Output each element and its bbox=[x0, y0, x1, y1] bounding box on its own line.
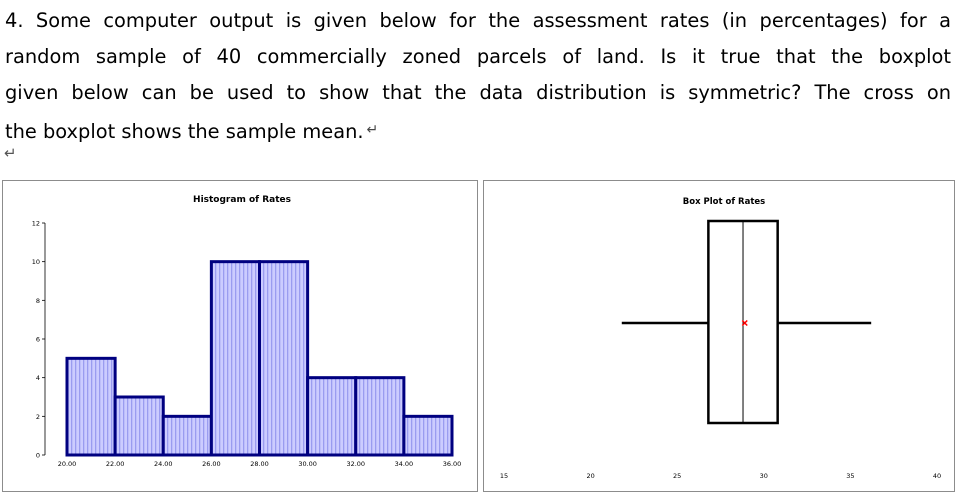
histogram-bar bbox=[354, 376, 406, 457]
x-tick-label: 35 bbox=[846, 472, 854, 480]
x-tick-label: 25 bbox=[673, 472, 681, 480]
y-tick-label: 0 bbox=[36, 452, 40, 460]
x-tick-label: 30 bbox=[760, 472, 768, 480]
y-tick-label: 6 bbox=[36, 336, 40, 344]
y-tick-label: 4 bbox=[36, 374, 40, 382]
question-line-last: the boxplot shows the sample mean. ↵ bbox=[5, 112, 951, 150]
question-line: random sample of 40 commercially zoned p… bbox=[5, 45, 951, 69]
x-tick-label: 36.00 bbox=[443, 460, 462, 468]
boxplot-svg: Box Plot of Rates 15 20 25 30 35 40 bbox=[500, 197, 941, 480]
x-tick-label: 30.00 bbox=[298, 460, 317, 468]
histogram-bar bbox=[161, 414, 213, 457]
x-tick-label: 26.00 bbox=[202, 460, 221, 468]
y-tick-label: 10 bbox=[32, 258, 40, 266]
y-tick-label: 12 bbox=[32, 220, 40, 228]
boxplot-chart: Box Plot of Rates 15 20 25 30 35 40 bbox=[483, 180, 955, 492]
x-tick-label: 40 bbox=[933, 472, 941, 480]
question-text: 4. Some computer output is given below f… bbox=[5, 3, 951, 150]
histogram-bar bbox=[258, 260, 310, 457]
histogram-bar bbox=[402, 414, 454, 457]
histogram-bar bbox=[113, 395, 165, 457]
empty-paragraph-return-mark-icon: ↵ bbox=[4, 144, 17, 162]
x-tick-label: 28.00 bbox=[250, 460, 269, 468]
y-tick-label: 2 bbox=[36, 413, 40, 421]
question-line: the boxplot shows the sample mean. bbox=[5, 119, 364, 143]
question-line: given below can be used to show that the… bbox=[5, 81, 951, 105]
x-tick-label: 20.00 bbox=[58, 460, 77, 468]
histogram-svg: Histogram of Rates 0 2 4 6 8 10 12 20.00 22.00 24… bbox=[32, 195, 462, 468]
x-tick-label: 24.00 bbox=[154, 460, 173, 468]
histogram-bar bbox=[209, 260, 261, 457]
histogram-chart: Histogram of Rates 0 2 4 6 8 10 12 20.00 22.00 24… bbox=[2, 180, 478, 492]
histogram-bar bbox=[306, 376, 358, 457]
x-tick-label: 22.00 bbox=[106, 460, 125, 468]
histogram-title: Histogram of Rates bbox=[193, 195, 291, 205]
x-tick-label: 34.00 bbox=[395, 460, 414, 468]
y-tick-label: 8 bbox=[36, 297, 40, 305]
x-tick-label: 20 bbox=[586, 472, 594, 480]
x-tick-label: 32.00 bbox=[346, 460, 365, 468]
x-tick-label: 15 bbox=[500, 472, 508, 480]
question-line: 4. Some computer output is given below f… bbox=[5, 9, 951, 32]
mean-marker-icon bbox=[741, 319, 748, 327]
boxplot-title: Box Plot of Rates bbox=[683, 197, 765, 207]
return-mark-icon: ↵ bbox=[366, 121, 379, 138]
histogram-bar bbox=[65, 356, 117, 457]
